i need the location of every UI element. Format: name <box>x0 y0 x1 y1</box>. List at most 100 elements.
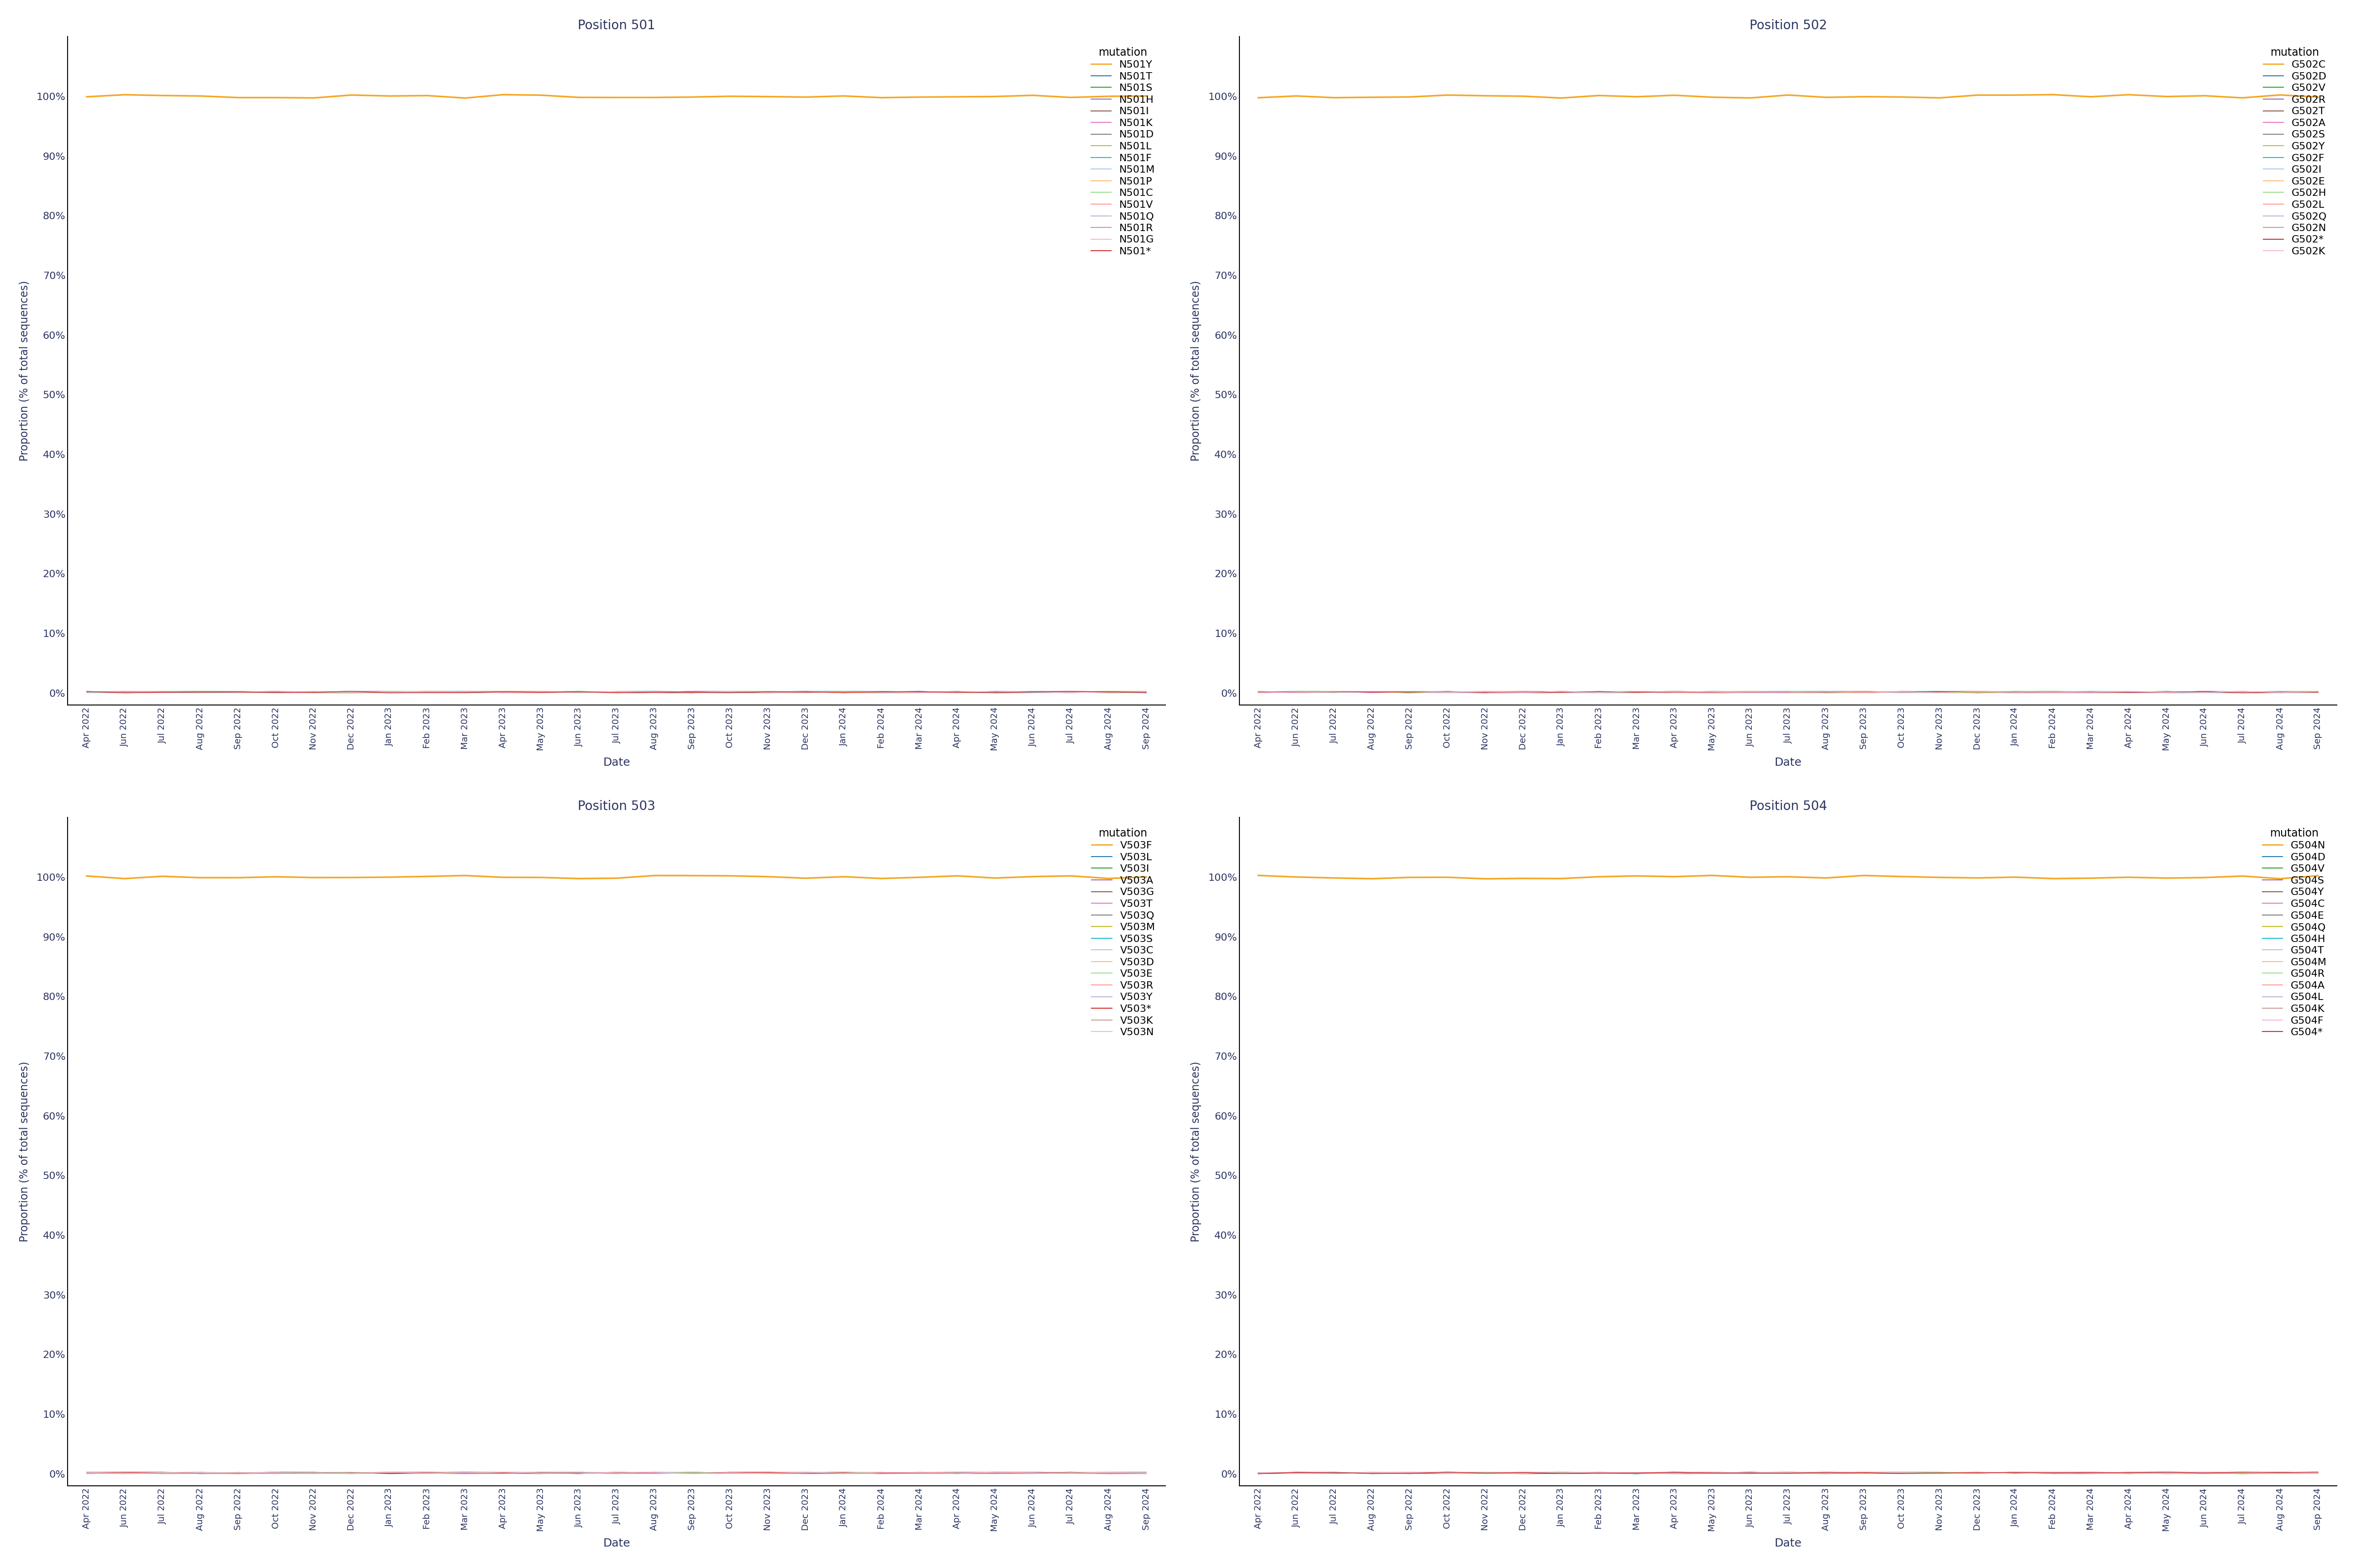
G504C <box>1925 1463 1953 1482</box>
V503N <box>716 1463 744 1482</box>
V503F <box>450 866 478 884</box>
V503I <box>488 1463 516 1482</box>
V503N <box>980 1463 1008 1482</box>
G504K <box>2266 1465 2295 1483</box>
G502R <box>1849 682 1878 701</box>
V503C <box>111 1463 139 1482</box>
G502Y <box>1586 682 1614 701</box>
G504N <box>1661 867 1689 886</box>
N501Y <box>1055 88 1084 107</box>
G502S <box>1736 684 1765 702</box>
N501Y <box>867 88 895 107</box>
G504F <box>1699 1463 1727 1482</box>
N501I <box>716 684 744 702</box>
G502D <box>1357 682 1385 701</box>
G502E <box>1586 682 1614 701</box>
G502E <box>1623 682 1652 701</box>
G502L <box>1623 684 1652 702</box>
V503D <box>603 1463 631 1482</box>
G504C <box>1774 1465 1802 1483</box>
N501V <box>942 684 971 702</box>
G504H <box>1470 1465 1498 1483</box>
N501T <box>1018 682 1046 701</box>
V503K <box>679 1463 707 1482</box>
V503Y <box>942 1463 971 1482</box>
G502K <box>2153 682 2182 701</box>
G502D <box>1925 682 1953 701</box>
G502V <box>1470 684 1498 702</box>
N501Q <box>488 684 516 702</box>
G504K <box>1470 1463 1498 1482</box>
N501C <box>148 682 177 701</box>
G504R <box>1774 1465 1802 1483</box>
N501T <box>73 682 101 701</box>
V503* <box>942 1465 971 1483</box>
N501* <box>792 682 820 701</box>
G502F <box>2038 684 2066 702</box>
G504N <box>2078 869 2106 887</box>
G504L <box>1586 1463 1614 1482</box>
N501K <box>375 682 403 701</box>
G504C <box>1548 1463 1576 1482</box>
V503* <box>716 1463 744 1482</box>
N501L <box>1018 684 1046 702</box>
G502A <box>2038 684 2066 702</box>
G502D <box>1395 682 1423 701</box>
V503E <box>299 1463 327 1482</box>
G504D <box>1925 1463 1953 1482</box>
V503Y <box>867 1465 895 1483</box>
G502A <box>1925 684 1953 702</box>
N501S <box>186 682 214 701</box>
V503R <box>1133 1463 1162 1482</box>
V503G <box>792 1463 820 1482</box>
Line: V503C: V503C <box>87 1472 1147 1474</box>
G504F <box>1244 1463 1272 1482</box>
G502A <box>2153 684 2182 702</box>
V503T <box>299 1463 327 1482</box>
N501P <box>375 684 403 702</box>
G504Y <box>1661 1463 1689 1482</box>
G504H <box>1812 1465 1840 1483</box>
N501P <box>603 682 631 701</box>
G504A <box>2304 1465 2332 1483</box>
G504Y <box>2304 1465 2332 1483</box>
V503Q <box>1055 1463 1084 1482</box>
G504L <box>1736 1463 1765 1482</box>
G504E <box>1699 1463 1727 1482</box>
G502A <box>1319 682 1348 701</box>
G504V <box>2304 1463 2332 1482</box>
V503K <box>867 1465 895 1483</box>
G502L <box>2191 682 2219 701</box>
G502H <box>1548 682 1576 701</box>
V503Y <box>528 1465 556 1483</box>
V503T <box>754 1463 782 1482</box>
N501K <box>528 682 556 701</box>
V503I <box>867 1465 895 1483</box>
V503M <box>73 1463 101 1482</box>
N501F <box>148 684 177 702</box>
V503N <box>450 1463 478 1482</box>
Legend: G502C, G502D, G502V, G502R, G502T, G502A, G502S, G502Y, G502F, G502I, G502E, G50: G502C, G502D, G502V, G502R, G502T, G502A… <box>2257 42 2332 262</box>
G504Y <box>1963 1463 1991 1482</box>
V503K <box>603 1463 631 1482</box>
V503G <box>148 1463 177 1482</box>
N501I <box>186 684 214 702</box>
G504E <box>1244 1465 1272 1483</box>
G502N <box>2229 684 2257 702</box>
G502T <box>1699 682 1727 701</box>
G502T <box>1282 682 1310 701</box>
G502Q <box>1432 684 1461 702</box>
V503K <box>375 1463 403 1482</box>
N501* <box>224 682 252 701</box>
N501D <box>528 684 556 702</box>
G502E <box>1887 682 1915 701</box>
V503A <box>829 1465 858 1483</box>
G502D <box>1849 684 1878 702</box>
G504F <box>2116 1465 2144 1483</box>
V503K <box>905 1465 933 1483</box>
V503S <box>942 1465 971 1483</box>
G504R <box>2116 1463 2144 1482</box>
V503* <box>73 1463 101 1482</box>
G502T <box>1849 684 1878 702</box>
G502N <box>1282 684 1310 702</box>
